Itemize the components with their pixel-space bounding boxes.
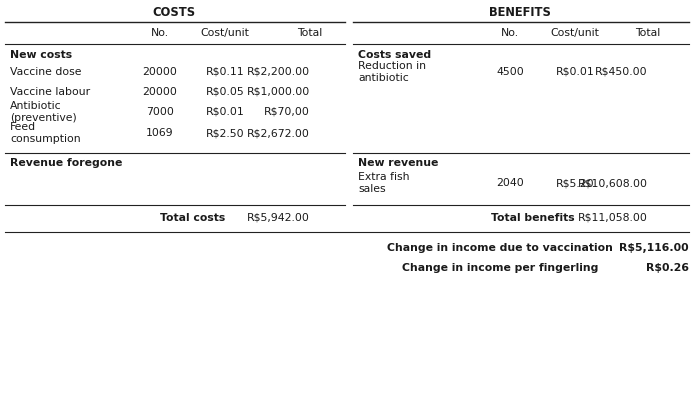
Text: Costs saved: Costs saved bbox=[358, 50, 431, 60]
Text: R$10,608.00: R$10,608.00 bbox=[578, 178, 648, 188]
Text: Total costs: Total costs bbox=[160, 213, 225, 223]
Text: R$0.01: R$0.01 bbox=[556, 67, 594, 77]
Text: 20000: 20000 bbox=[142, 87, 178, 97]
Text: 4500: 4500 bbox=[496, 67, 524, 77]
Text: R$0.05: R$0.05 bbox=[205, 87, 244, 97]
Text: R$11,058.00: R$11,058.00 bbox=[578, 213, 648, 223]
Text: Change in income per fingerling: Change in income per fingerling bbox=[402, 263, 598, 273]
Text: Reduction in
antibiotic: Reduction in antibiotic bbox=[358, 61, 426, 83]
Text: Change in income due to vaccination: Change in income due to vaccination bbox=[387, 243, 613, 253]
Text: New costs: New costs bbox=[10, 50, 72, 60]
Text: Cost/unit: Cost/unit bbox=[201, 28, 249, 38]
Text: R$5,116.00: R$5,116.00 bbox=[619, 243, 689, 253]
Text: R$5,942.00: R$5,942.00 bbox=[247, 213, 310, 223]
Text: 7000: 7000 bbox=[146, 107, 174, 117]
Text: R$0.01: R$0.01 bbox=[205, 107, 244, 117]
Text: Total: Total bbox=[297, 28, 323, 38]
Text: No.: No. bbox=[151, 28, 169, 38]
Text: COSTS: COSTS bbox=[153, 6, 196, 19]
Text: No.: No. bbox=[501, 28, 519, 38]
Text: Extra fish
sales: Extra fish sales bbox=[358, 172, 409, 194]
Text: R$0.26: R$0.26 bbox=[646, 263, 689, 273]
Text: 1069: 1069 bbox=[146, 128, 174, 138]
Text: Feed
consumption: Feed consumption bbox=[10, 122, 81, 144]
Text: Antibiotic
(preventive): Antibiotic (preventive) bbox=[10, 101, 77, 123]
Text: Vaccine dose: Vaccine dose bbox=[10, 67, 81, 77]
Text: Cost/unit: Cost/unit bbox=[550, 28, 600, 38]
Text: Total benefits: Total benefits bbox=[491, 213, 575, 223]
Text: Revenue foregone: Revenue foregone bbox=[10, 158, 122, 168]
Text: 2040: 2040 bbox=[496, 178, 524, 188]
Text: R$70,00: R$70,00 bbox=[264, 107, 310, 117]
Text: BENEFITS: BENEFITS bbox=[489, 6, 551, 19]
Text: R$0.11: R$0.11 bbox=[205, 67, 244, 77]
Text: R$2,200.00: R$2,200.00 bbox=[247, 67, 310, 77]
Text: R$5.20: R$5.20 bbox=[556, 178, 594, 188]
Text: R$450.00: R$450.00 bbox=[595, 67, 648, 77]
Text: Total: Total bbox=[636, 28, 661, 38]
Text: New revenue: New revenue bbox=[358, 158, 439, 168]
Text: R$2,672.00: R$2,672.00 bbox=[247, 128, 310, 138]
Text: R$1,000.00: R$1,000.00 bbox=[247, 87, 310, 97]
Text: 20000: 20000 bbox=[142, 67, 178, 77]
Text: R$2.50: R$2.50 bbox=[205, 128, 244, 138]
Text: Vaccine labour: Vaccine labour bbox=[10, 87, 90, 97]
